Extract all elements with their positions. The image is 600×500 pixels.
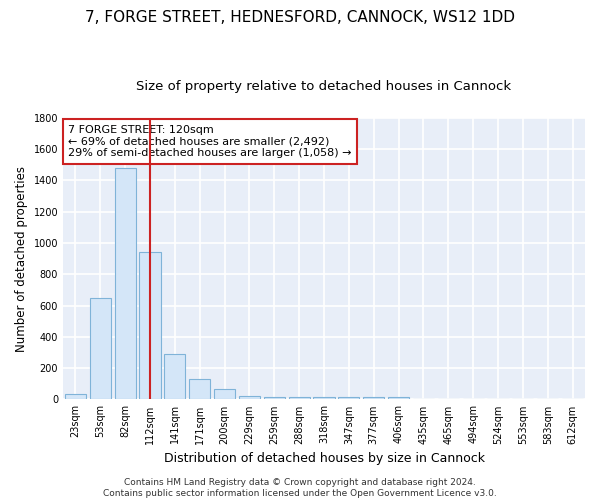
Bar — [90, 298, 111, 400]
Y-axis label: Number of detached properties: Number of detached properties — [15, 166, 28, 352]
Bar — [139, 252, 161, 400]
Text: Contains HM Land Registry data © Crown copyright and database right 2024.
Contai: Contains HM Land Registry data © Crown c… — [103, 478, 497, 498]
Bar — [313, 397, 335, 400]
Bar — [363, 397, 384, 400]
Bar — [189, 379, 211, 400]
Bar — [214, 390, 235, 400]
Bar — [338, 397, 359, 400]
Bar — [264, 397, 285, 400]
X-axis label: Distribution of detached houses by size in Cannock: Distribution of detached houses by size … — [164, 452, 485, 465]
Text: 7, FORGE STREET, HEDNESFORD, CANNOCK, WS12 1DD: 7, FORGE STREET, HEDNESFORD, CANNOCK, WS… — [85, 10, 515, 25]
Bar — [115, 168, 136, 400]
Bar — [164, 354, 185, 400]
Bar — [239, 396, 260, 400]
Bar — [388, 397, 409, 400]
Bar — [289, 397, 310, 400]
Title: Size of property relative to detached houses in Cannock: Size of property relative to detached ho… — [136, 80, 512, 93]
Bar — [65, 394, 86, 400]
Text: 7 FORGE STREET: 120sqm
← 69% of detached houses are smaller (2,492)
29% of semi-: 7 FORGE STREET: 120sqm ← 69% of detached… — [68, 125, 352, 158]
